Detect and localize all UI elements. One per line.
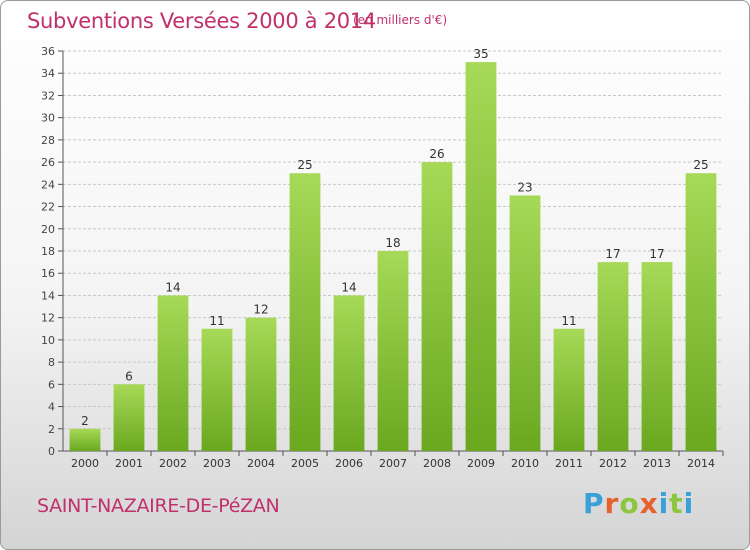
y-tick-label: 24 xyxy=(41,178,55,191)
data-label-2001: 6 xyxy=(125,369,133,383)
bar-2003 xyxy=(201,328,233,451)
bar-2009 xyxy=(465,62,497,451)
logo-letter: o xyxy=(619,487,640,520)
y-tick-label: 0 xyxy=(48,445,55,458)
bar-2014 xyxy=(685,173,717,451)
x-tick-label: 2010 xyxy=(511,457,539,470)
data-label-2012: 17 xyxy=(605,247,620,261)
data-label-2005: 25 xyxy=(297,158,312,172)
logo-letter: i xyxy=(683,487,695,520)
bar-2011 xyxy=(553,328,585,451)
data-label-2013: 17 xyxy=(649,247,664,261)
y-tick-label: 30 xyxy=(41,112,55,125)
y-tick-label: 16 xyxy=(41,267,55,280)
data-label-2014: 25 xyxy=(693,158,708,172)
data-label-2002: 14 xyxy=(165,280,180,294)
bar-2000 xyxy=(69,428,101,451)
data-label-2011: 11 xyxy=(561,314,576,328)
data-label-2010: 23 xyxy=(517,180,532,194)
bar-2004 xyxy=(245,317,277,451)
logo-letter: x xyxy=(639,487,659,520)
bar-2002 xyxy=(157,295,189,451)
x-tick-label: 2009 xyxy=(467,457,495,470)
y-tick-label: 32 xyxy=(41,89,55,102)
bar-2006 xyxy=(333,295,365,451)
y-tick-label: 20 xyxy=(41,223,55,236)
logo-letter: r xyxy=(604,487,620,520)
bar-2013 xyxy=(641,262,673,451)
proxiti-logo: Proxiti xyxy=(583,487,694,520)
data-label-2000: 2 xyxy=(81,414,89,428)
x-tick-label: 2001 xyxy=(115,457,143,470)
data-label-2009: 35 xyxy=(473,47,488,61)
data-label-2004: 12 xyxy=(253,303,268,317)
y-tick-label: 18 xyxy=(41,245,55,258)
x-tick-label: 2000 xyxy=(71,457,99,470)
x-tick-label: 2004 xyxy=(247,457,275,470)
x-tick-label: 2014 xyxy=(687,457,715,470)
data-label-2007: 18 xyxy=(385,236,400,250)
x-tick-label: 2005 xyxy=(291,457,319,470)
bars xyxy=(69,62,717,451)
x-tick-label: 2006 xyxy=(335,457,363,470)
data-label-2003: 11 xyxy=(209,314,224,328)
y-tick-label: 34 xyxy=(41,67,55,80)
x-tick-label: 2011 xyxy=(555,457,583,470)
y-tick-label: 8 xyxy=(48,356,55,369)
x-tick-label: 2003 xyxy=(203,457,231,470)
bar-2008 xyxy=(421,162,453,451)
bar-2001 xyxy=(113,384,145,451)
x-tick-label: 2008 xyxy=(423,457,451,470)
y-tick-label: 36 xyxy=(41,45,55,58)
x-tick-label: 2012 xyxy=(599,457,627,470)
bar-2005 xyxy=(289,173,321,451)
y-tick-label: 6 xyxy=(48,378,55,391)
bar-2007 xyxy=(377,251,409,451)
chart-title: Subventions Versées 2000 à 2014 xyxy=(27,9,376,33)
y-tick-label: 4 xyxy=(48,401,55,414)
y-tick-label: 2 xyxy=(48,423,55,436)
x-tick-label: 2002 xyxy=(159,457,187,470)
y-tick-label: 12 xyxy=(41,312,55,325)
logo-letter: i xyxy=(658,487,670,520)
unit-label: (en milliers d'€) xyxy=(353,13,448,27)
y-tick-label: 22 xyxy=(41,201,55,214)
y-tick-label: 28 xyxy=(41,134,55,147)
y-tick-label: 10 xyxy=(41,334,55,347)
logo-letter: t xyxy=(669,487,684,520)
x-tick-label: 2007 xyxy=(379,457,407,470)
commune-name: SAINT-NAZAIRE-DE-PéZAN xyxy=(37,495,280,517)
bar-2010 xyxy=(509,195,541,451)
y-tick-label: 26 xyxy=(41,156,55,169)
data-label-2006: 14 xyxy=(341,280,356,294)
logo-letter: P xyxy=(583,487,605,520)
y-tick-label: 14 xyxy=(41,289,55,302)
x-tick-label: 2013 xyxy=(643,457,671,470)
data-label-2008: 26 xyxy=(429,147,444,161)
bar-2012 xyxy=(597,262,629,451)
